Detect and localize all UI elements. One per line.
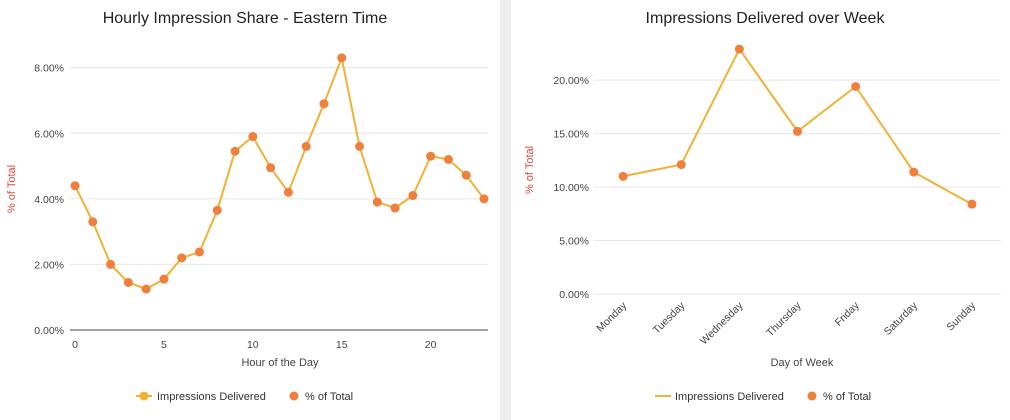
panel-divider — [500, 0, 511, 420]
x-tick-label: 10 — [247, 339, 259, 351]
data-point — [793, 126, 802, 136]
data-point — [248, 132, 258, 142]
data-point — [408, 191, 418, 201]
data-point — [461, 170, 471, 180]
y-tick-label: 0.00% — [559, 289, 589, 301]
x-tick-label: 5 — [161, 339, 167, 351]
y-tick-label: 10.00% — [553, 182, 589, 194]
data-point — [909, 167, 919, 177]
x-tick-label: Sunday — [944, 299, 978, 333]
legend-label: Impressions Delivered — [675, 391, 784, 403]
y-tick-label: 5.00% — [559, 236, 589, 248]
series-line-impressions — [74, 56, 485, 290]
weekly-chart-panel: Impressions Delivered over Week 0.00% 5.00… — [511, 0, 1010, 420]
y-axis-title: % of Total — [6, 165, 18, 213]
y-tick-label: 6.00% — [34, 128, 64, 140]
y-tick-label: 8.00% — [34, 63, 64, 75]
data-point — [70, 181, 80, 191]
data-point — [319, 99, 329, 109]
x-tick-label: Wednesday — [698, 299, 746, 347]
legend-dot-swatch — [807, 391, 817, 401]
data-point — [88, 217, 98, 227]
data-point — [734, 44, 744, 54]
legend-label: Impressions Delivered — [157, 391, 266, 403]
x-tick-label: 20 — [425, 339, 437, 351]
data-point — [337, 53, 347, 63]
legend-dot-swatch — [289, 391, 299, 401]
hourly-impression-chart: Hourly Impression Share - Eastern Time 0.… — [6, 10, 489, 403]
data-point — [159, 274, 169, 284]
x-axis-title: Day of Week — [771, 357, 834, 369]
y-axis-title: % of Total — [524, 146, 536, 194]
x-tick-label: Thursday — [764, 299, 804, 339]
x-tick-label: 15 — [336, 339, 348, 351]
legend-label: % of Total — [305, 391, 353, 403]
legend-dot-swatch — [139, 391, 149, 401]
y-tick-label: 4.00% — [34, 194, 64, 206]
data-point — [676, 160, 686, 170]
data-point — [123, 277, 133, 287]
data-point — [479, 194, 489, 204]
data-point — [372, 197, 382, 207]
data-point — [443, 154, 453, 164]
data-point — [426, 151, 436, 161]
hourly-chart-panel: Hourly Impression Share - Eastern Time 0.… — [0, 0, 500, 420]
data-point — [194, 247, 204, 257]
data-point — [355, 141, 365, 151]
data-point — [967, 199, 977, 209]
data-point — [390, 203, 400, 213]
y-tick-label: 0.00% — [34, 325, 64, 337]
data-point — [177, 253, 187, 263]
data-point — [283, 187, 293, 197]
weekly-impression-chart: Impressions Delivered over Week 0.00% 5.00… — [524, 10, 1001, 403]
y-tick-label: 20.00% — [553, 75, 589, 87]
x-tick-label: Tuesday — [651, 299, 688, 336]
legend-label: % of Total — [823, 391, 871, 403]
data-point — [230, 146, 240, 156]
data-point — [301, 141, 311, 151]
data-point — [141, 284, 151, 294]
x-tick-label: 0 — [72, 339, 78, 351]
x-tick-label: Saturday — [882, 299, 921, 338]
series-line-impressions — [622, 48, 973, 206]
data-point — [266, 163, 276, 173]
chart-title: Hourly Impression Share - Eastern Time — [103, 10, 388, 27]
x-tick-label: Monday — [594, 299, 629, 334]
data-point — [851, 82, 861, 92]
chart-title: Impressions Delivered over Week — [646, 10, 886, 27]
x-axis-title: Hour of the Day — [241, 357, 319, 369]
x-tick-label: Friday — [833, 299, 863, 329]
y-tick-label: 2.00% — [34, 259, 64, 271]
data-point — [106, 259, 116, 269]
data-point — [618, 171, 628, 181]
y-tick-label: 15.00% — [553, 129, 589, 141]
data-point — [212, 205, 222, 215]
